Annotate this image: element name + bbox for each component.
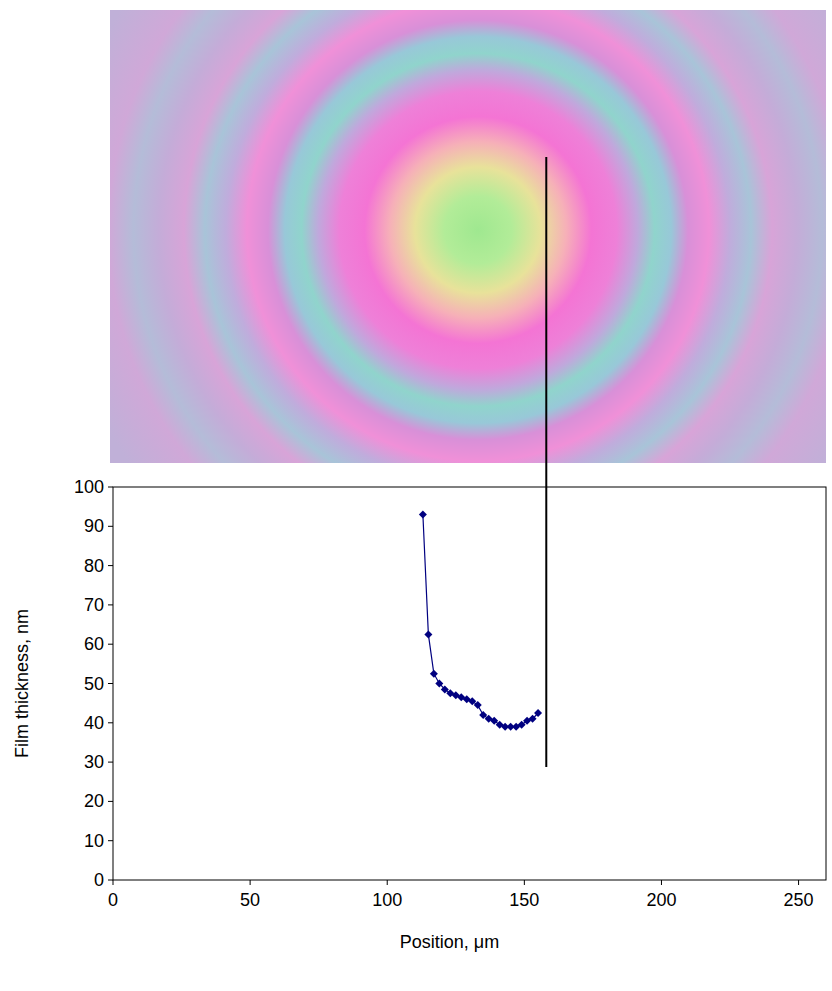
y-tick <box>108 801 113 802</box>
x-tick <box>250 880 251 885</box>
series-group <box>419 511 542 731</box>
x-tick-label: 150 <box>509 890 539 910</box>
x-tick-label: 100 <box>372 890 402 910</box>
root: 0 10 20 30 40 50 60 70 80 90 100 0 50 100 150 200 250 Pos… <box>0 0 832 991</box>
x-tick-label: 250 <box>784 890 814 910</box>
y-tick-label: 70 <box>84 595 104 615</box>
y-tick-label: 80 <box>84 556 104 576</box>
y-tick-label: 20 <box>84 791 104 811</box>
x-tick <box>113 880 114 885</box>
x-tick <box>524 880 525 885</box>
data-point <box>474 701 482 709</box>
y-axis-title: Film thickness, nm <box>12 609 32 758</box>
y-tick <box>108 762 113 763</box>
y-tick-label: 30 <box>84 752 104 772</box>
interference-image <box>110 10 826 463</box>
y-tick <box>108 683 113 684</box>
x-tick-label: 200 <box>646 890 676 910</box>
data-point <box>534 709 542 717</box>
y-tick <box>108 880 113 881</box>
chart: 0 10 20 30 40 50 60 70 80 90 100 0 50 100 150 200 250 Pos… <box>0 0 832 991</box>
y-tick-label: 60 <box>84 634 104 654</box>
data-point <box>424 630 432 638</box>
series-line <box>423 515 538 727</box>
y-tick-label: 100 <box>74 477 104 497</box>
x-axis-title: Position, μm <box>400 932 499 952</box>
y-tick-label: 10 <box>84 831 104 851</box>
x-tick <box>798 880 799 885</box>
x-tick-label: 50 <box>240 890 260 910</box>
data-point <box>435 680 443 688</box>
y-tick <box>108 526 113 527</box>
x-tick <box>387 880 388 885</box>
y-tick-label: 0 <box>94 870 104 890</box>
plot-frame <box>113 487 826 880</box>
data-point <box>419 511 427 519</box>
y-tick-label: 40 <box>84 713 104 733</box>
reference-line <box>545 157 547 767</box>
y-tick <box>108 840 113 841</box>
y-tick <box>108 722 113 723</box>
x-tick-label: 0 <box>108 890 118 910</box>
y-tick <box>108 604 113 605</box>
x-tick <box>661 880 662 885</box>
y-tick <box>108 565 113 566</box>
y-tick <box>108 487 113 488</box>
y-tick-label: 90 <box>84 516 104 536</box>
data-point <box>430 670 438 678</box>
y-tick <box>108 644 113 645</box>
y-tick-label: 50 <box>84 674 104 694</box>
data-point <box>529 715 537 723</box>
